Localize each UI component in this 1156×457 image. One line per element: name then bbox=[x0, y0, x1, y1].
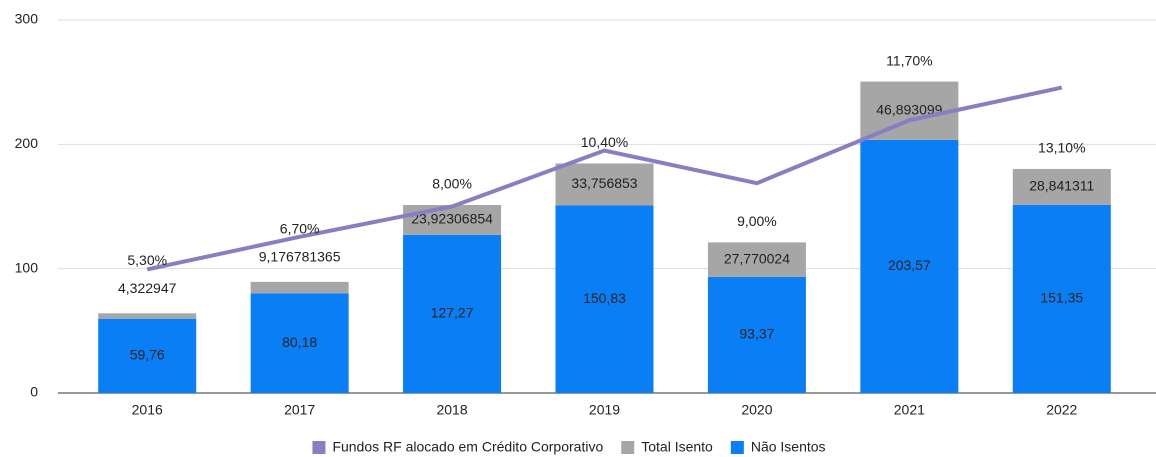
bar-segment bbox=[1012, 204, 1111, 393]
y-tick-label: 0 bbox=[30, 384, 38, 400]
line-series bbox=[146, 85, 1063, 272]
y-tick-label: 300 bbox=[15, 11, 39, 27]
y-tick-label: 200 bbox=[15, 135, 39, 151]
bar-segment bbox=[860, 81, 959, 140]
data-label: 59,76 bbox=[130, 347, 165, 363]
line-data-label: 9,00% bbox=[737, 213, 777, 229]
data-label: 203,57 bbox=[888, 257, 931, 273]
data-label: 28,841311 bbox=[1029, 178, 1094, 194]
legend-swatch bbox=[730, 441, 744, 454]
bar-segment bbox=[98, 318, 197, 393]
data-label: 150,83 bbox=[583, 290, 626, 306]
x-tick-label: 2021 bbox=[894, 402, 925, 418]
line-data-label: 8,00% bbox=[432, 176, 472, 192]
line-data-label: 11,70% bbox=[886, 52, 932, 68]
bar-segment bbox=[555, 163, 654, 206]
bar-segment bbox=[707, 242, 806, 277]
data-label: 151,35 bbox=[1040, 290, 1083, 306]
x-tick-label: 2020 bbox=[741, 402, 772, 418]
bar-segment bbox=[707, 276, 806, 393]
bar-segment bbox=[403, 234, 502, 393]
line-data-label: 6,70% bbox=[280, 221, 320, 237]
legend-label: Fundos RF alocado em Crédito Corporativo bbox=[332, 439, 603, 455]
legend-label: Não Isentos bbox=[751, 439, 826, 455]
legend-label: Total Isento bbox=[641, 439, 713, 455]
x-tick-label: 2019 bbox=[589, 402, 620, 418]
legend-swatch bbox=[312, 441, 326, 454]
data-label: 27,770024 bbox=[724, 250, 790, 266]
bar-segment bbox=[860, 139, 959, 393]
y-tick-label: 100 bbox=[15, 259, 39, 275]
bar-segment bbox=[250, 281, 349, 294]
x-tick-label: 2018 bbox=[436, 402, 467, 418]
data-label: 93,37 bbox=[739, 326, 774, 342]
x-tick-label: 2016 bbox=[132, 402, 163, 418]
bar-segment bbox=[1012, 168, 1111, 205]
data-label: 23,92306854 bbox=[411, 211, 493, 227]
line-data-label: 13,10% bbox=[1038, 140, 1085, 156]
data-label: 4,322947 bbox=[118, 280, 177, 296]
data-label: 46,893099 bbox=[876, 101, 942, 117]
line-data-label: 5,30% bbox=[127, 252, 167, 268]
legend-swatch bbox=[621, 441, 635, 454]
line-data-label: 10,40% bbox=[581, 134, 628, 150]
x-tick-label: 2017 bbox=[284, 402, 315, 418]
data-label: 33,756853 bbox=[571, 175, 637, 191]
bar-segment bbox=[98, 313, 197, 319]
data-label: 127,27 bbox=[431, 305, 474, 321]
data-label: 80,18 bbox=[282, 334, 317, 350]
data-label: 9,176781365 bbox=[259, 249, 341, 265]
x-tick-label: 2022 bbox=[1046, 402, 1077, 418]
bar-segment bbox=[403, 205, 502, 235]
bar-segment bbox=[250, 293, 349, 393]
bar-segment bbox=[555, 205, 654, 393]
